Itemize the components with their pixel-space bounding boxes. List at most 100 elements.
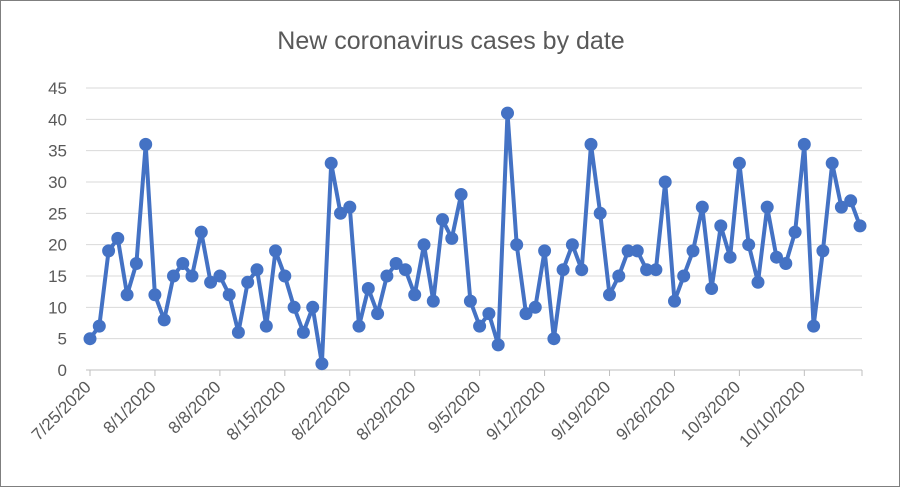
data-point — [185, 269, 199, 283]
x-axis-tick-labels: 7/25/2020 8/1/2020 8/8/20208/15/20208/22/2… — [28, 377, 809, 451]
data-point — [770, 250, 783, 264]
x-tick-label: 7/25/2020 — [28, 377, 95, 444]
data-point — [83, 332, 97, 346]
x-tick-label: 9/19/2020 — [547, 377, 614, 444]
x-tick-label: 8/22/2020 — [288, 377, 355, 444]
data-point — [389, 257, 403, 270]
x-tick-label: 10/10/2020 — [736, 377, 810, 451]
data-point — [111, 231, 125, 245]
data-point — [491, 338, 505, 352]
data-point — [844, 194, 858, 208]
data-point — [296, 325, 310, 339]
data-point — [204, 275, 218, 289]
x-tick-label: 8/8/2020 — [164, 377, 224, 437]
data-point — [686, 244, 700, 258]
data-point — [176, 257, 190, 270]
y-tick-label: 35 — [48, 142, 67, 161]
x-tick-label: 8/29/2020 — [353, 377, 420, 444]
data-point — [231, 325, 245, 339]
data-point — [807, 319, 821, 333]
data-point — [259, 319, 273, 333]
data-point — [371, 307, 385, 321]
data-point — [454, 188, 468, 201]
data-point — [779, 257, 793, 270]
data-point — [575, 263, 589, 277]
data-point — [426, 294, 440, 308]
y-tick-label: 15 — [48, 267, 67, 286]
data-point — [528, 300, 542, 314]
data-point — [519, 307, 533, 321]
y-tick-label: 20 — [48, 236, 67, 255]
series-cases — [83, 106, 867, 371]
data-point — [538, 244, 552, 258]
data-point — [157, 313, 171, 327]
x-tick-label: 9/26/2020 — [612, 377, 679, 444]
data-point — [788, 225, 802, 239]
data-point — [278, 269, 292, 283]
data-point — [677, 269, 691, 283]
data-point — [398, 263, 412, 277]
data-point — [797, 137, 811, 151]
data-point — [593, 206, 607, 220]
data-point — [510, 238, 524, 252]
data-point — [334, 206, 347, 220]
data-point — [343, 200, 357, 214]
y-axis-tick-labels: 0 5 10 15 20 25 30 35 40 45 — [48, 79, 67, 380]
data-point — [445, 231, 459, 245]
y-tick-label: 40 — [48, 110, 67, 129]
data-point — [102, 244, 116, 258]
data-point — [482, 307, 496, 321]
data-point — [250, 263, 264, 277]
data-point — [565, 238, 579, 252]
y-tick-label: 45 — [48, 79, 67, 98]
data-point — [695, 200, 709, 214]
y-tick-label: 5 — [58, 330, 67, 349]
data-point — [714, 219, 728, 233]
data-point — [417, 238, 431, 252]
data-point — [222, 288, 236, 302]
x-axis — [86, 369, 863, 376]
y-tick-label: 0 — [58, 361, 67, 380]
data-point — [213, 269, 227, 283]
x-tick-label: 9/5/2020 — [424, 377, 484, 437]
data-point — [668, 294, 681, 308]
data-point — [760, 200, 774, 214]
data-point — [380, 269, 394, 283]
x-tick-label: 9/12/2020 — [482, 377, 549, 444]
data-point — [751, 275, 765, 289]
data-point — [705, 282, 719, 295]
data-point — [194, 225, 208, 239]
data-point — [129, 257, 143, 270]
data-point — [816, 244, 830, 258]
data-point — [501, 106, 514, 120]
data-point — [463, 294, 477, 308]
data-point — [649, 263, 663, 277]
data-point — [120, 288, 134, 302]
data-point — [612, 269, 626, 283]
data-point — [556, 263, 570, 277]
y-tick-label: 30 — [48, 173, 67, 192]
data-point — [408, 288, 422, 302]
data-point — [732, 156, 746, 170]
x-tick-label: 8/15/2020 — [223, 377, 290, 444]
data-point — [361, 282, 375, 295]
data-point — [148, 288, 162, 302]
x-tick-label: 10/3/2020 — [677, 377, 744, 444]
data-point — [834, 200, 848, 214]
data-point — [547, 332, 561, 346]
data-point — [853, 219, 867, 233]
data-point — [241, 275, 255, 289]
data-point — [269, 244, 282, 258]
data-point — [658, 175, 672, 189]
data-point — [306, 300, 320, 314]
y-tick-label: 10 — [48, 298, 67, 317]
chart-title: New coronavirus cases by date — [277, 27, 624, 55]
data-point — [742, 238, 756, 252]
data-point — [473, 319, 487, 333]
data-point — [287, 300, 301, 314]
data-point — [139, 137, 153, 151]
y-tick-label: 25 — [48, 204, 67, 223]
data-point — [167, 269, 180, 283]
